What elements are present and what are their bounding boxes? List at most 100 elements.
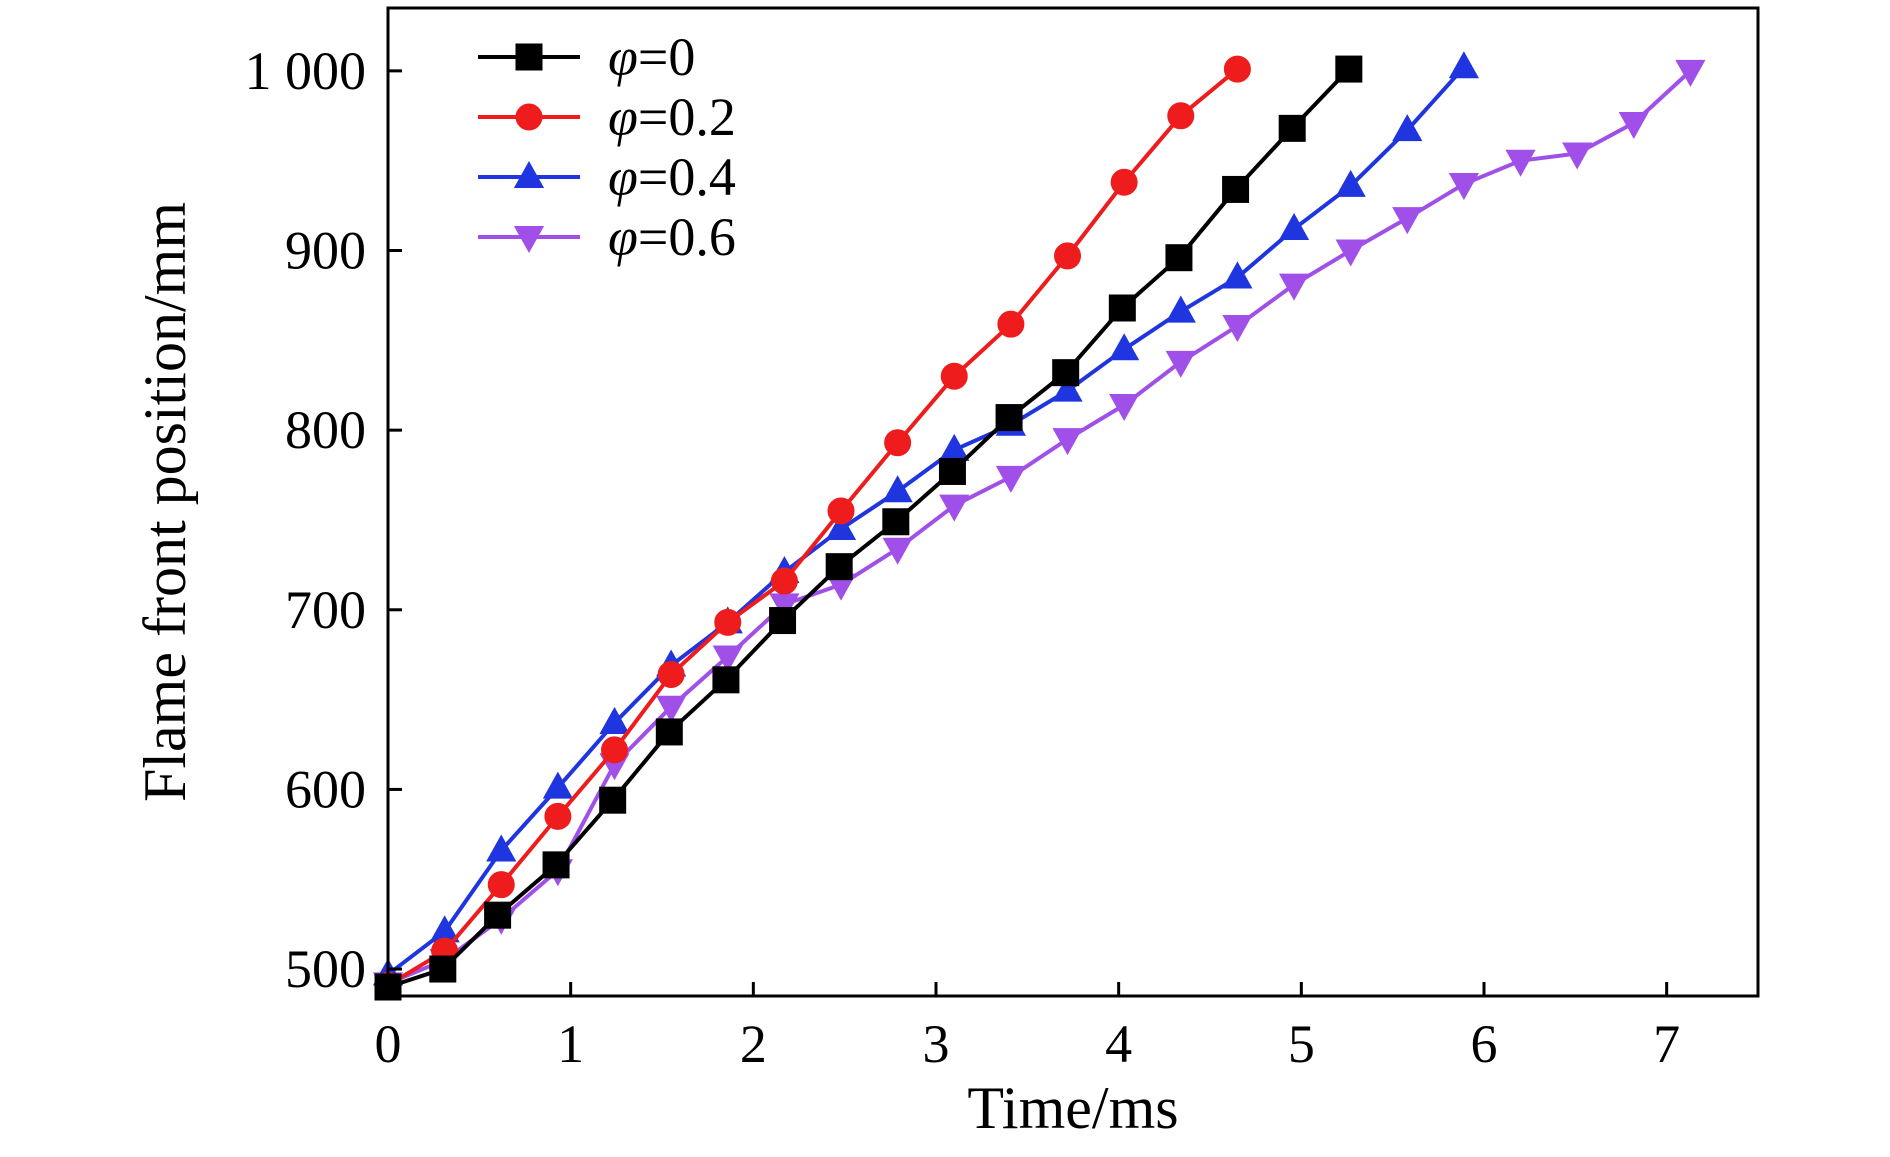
data-point [1278, 114, 1306, 142]
legend-value: =0.6 [638, 207, 736, 267]
data-point [1165, 350, 1196, 378]
axis-ticks: 0 1 2 3 4 5 6 7 500 600 700 800 900 1 000 [245, 41, 1681, 1074]
data-point [940, 362, 968, 390]
x-axis-label: Time/ms [967, 1075, 1178, 1141]
plot-frame [386, 6, 1760, 998]
data-point [1675, 59, 1706, 87]
y-tick-label: 700 [285, 580, 366, 640]
data-point [1448, 51, 1480, 79]
data-point [712, 645, 743, 673]
legend-value: =0.2 [638, 87, 736, 147]
legend-label: φ=0 [608, 27, 695, 87]
data-point [1109, 393, 1140, 422]
data-point [712, 666, 740, 694]
y-tick-label: 1 000 [245, 41, 367, 101]
x-tick-label: 4 [1105, 1014, 1132, 1074]
data-point [487, 871, 515, 899]
x-tick-label: 2 [740, 1014, 767, 1074]
data-point [825, 553, 853, 581]
data-point [769, 607, 797, 635]
data-point [1109, 333, 1140, 361]
data-point [1335, 169, 1366, 197]
legend-symbol: φ [608, 207, 638, 267]
data-point [1562, 142, 1593, 170]
legend-marker [513, 160, 545, 188]
data-point [827, 497, 855, 525]
data-point [656, 695, 687, 723]
legend-entry-3: φ=0.6 [478, 207, 736, 267]
data-point [542, 771, 573, 799]
data-point [1278, 273, 1310, 301]
legend-symbol: φ [608, 27, 638, 87]
x-tick-label: 5 [1288, 1014, 1315, 1074]
data-point [544, 802, 572, 830]
data-point [542, 851, 570, 879]
data-point [1165, 244, 1193, 272]
legend-marker [513, 226, 545, 254]
data-point [601, 736, 629, 764]
y-tick-label: 500 [285, 939, 366, 999]
data-point [1052, 359, 1080, 387]
legend-symbol: φ [608, 147, 638, 207]
data-point [1335, 55, 1363, 83]
data-point [1448, 173, 1480, 201]
data-point [1052, 374, 1083, 402]
data-point [825, 512, 857, 540]
legend-label: φ=0.6 [608, 207, 736, 267]
y-axis-label: Flame front position/mm [132, 202, 198, 802]
data-point [1110, 168, 1138, 196]
data-point [770, 567, 798, 595]
series-line [386, 65, 1466, 977]
y-tick-label: 900 [285, 221, 366, 281]
data-point [1222, 314, 1253, 342]
data-point [995, 465, 1026, 493]
x-tick-label: 0 [375, 1014, 402, 1074]
legend-entry-0: φ=0 [478, 27, 695, 87]
data-point [1167, 102, 1195, 130]
y-tick-label: 600 [285, 759, 366, 819]
legend-entry-2: φ=0.4 [478, 147, 736, 207]
series-3 [372, 59, 1706, 1000]
series-2 [372, 51, 1480, 986]
legend: φ=0φ=0.2φ=0.4φ=0.6 [478, 27, 736, 267]
data-point [1222, 261, 1253, 289]
data-point [882, 475, 913, 503]
data-point [599, 706, 630, 734]
data-point [1392, 207, 1423, 235]
data-point [1223, 55, 1251, 83]
legend-value: =0 [638, 27, 695, 87]
data-point [1108, 294, 1136, 322]
data-point [995, 404, 1023, 432]
y-tick-label: 800 [285, 400, 366, 460]
legend-symbol: φ [608, 87, 638, 147]
legend-entry-1: φ=0.2 [478, 87, 736, 147]
data-point [1052, 428, 1083, 456]
data-point [1278, 212, 1310, 240]
data-point [714, 608, 742, 636]
legend-label: φ=0.2 [608, 87, 736, 147]
data-point [997, 310, 1025, 338]
legend-value: =0.4 [638, 147, 736, 207]
data-point [657, 660, 685, 688]
data-point [938, 457, 966, 485]
data-point [484, 901, 512, 929]
x-tick-label: 1 [557, 1014, 584, 1074]
x-tick-label: 6 [1471, 1014, 1498, 1074]
data-point [599, 786, 627, 814]
series-layer [372, 51, 1706, 1001]
data-point [884, 429, 912, 457]
x-tick-label: 7 [1653, 1014, 1680, 1074]
data-point [1222, 175, 1250, 203]
data-point [655, 718, 683, 746]
data-point [429, 955, 457, 983]
data-point [1165, 295, 1196, 323]
data-point [939, 494, 970, 522]
data-point [486, 834, 517, 862]
data-point [1618, 111, 1649, 139]
legend-label: φ=0.4 [608, 147, 736, 207]
data-point [882, 537, 913, 565]
legend-marker [515, 43, 543, 71]
data-point [1054, 242, 1082, 270]
x-tick-label: 3 [923, 1014, 950, 1074]
